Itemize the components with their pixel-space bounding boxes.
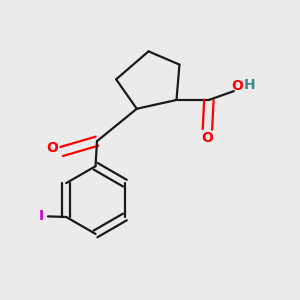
Text: O: O (231, 79, 243, 93)
Text: I: I (39, 209, 44, 223)
Text: O: O (201, 131, 213, 145)
Text: O: O (46, 141, 58, 155)
Text: H: H (243, 78, 255, 92)
